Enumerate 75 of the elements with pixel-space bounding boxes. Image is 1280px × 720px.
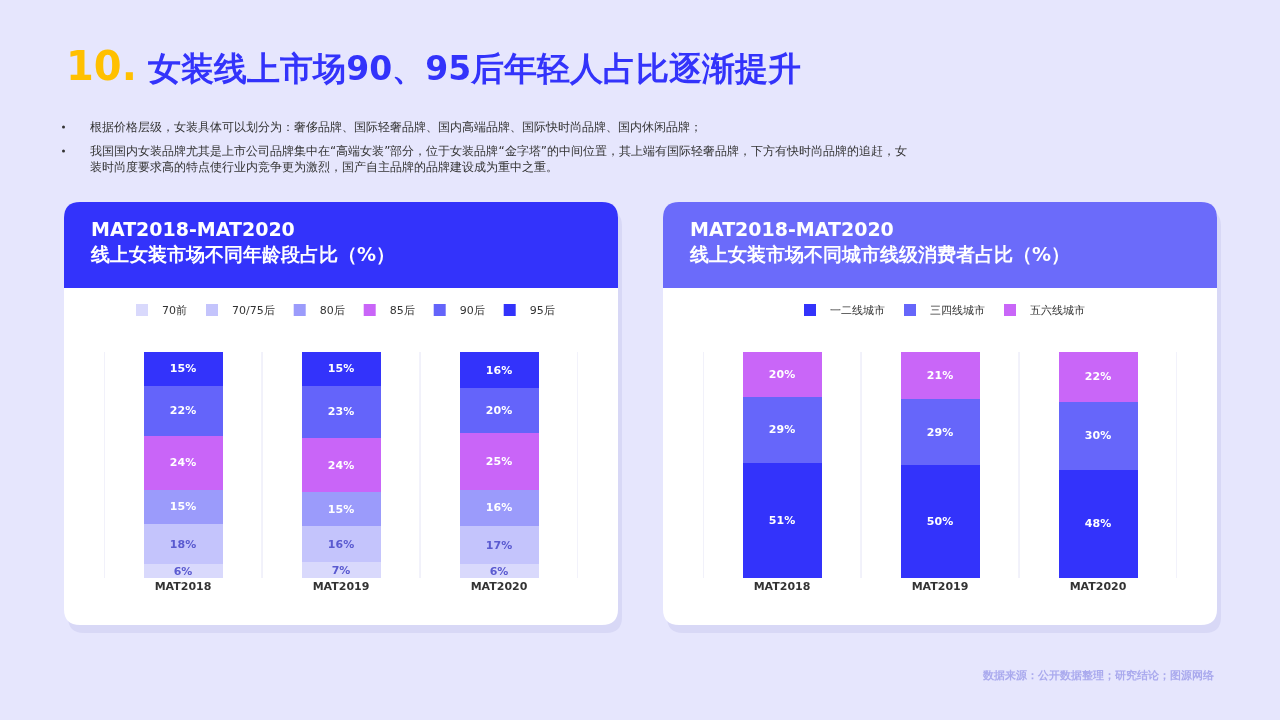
data-label: 23% [327, 405, 355, 419]
bar [301, 385, 381, 438]
bar [301, 437, 381, 493]
data-label: 29% [768, 423, 796, 437]
bar [1058, 469, 1138, 578]
bar [301, 492, 381, 527]
data-label: 16% [485, 363, 513, 377]
data-label: 15% [169, 362, 197, 376]
bar [900, 352, 980, 400]
bar [301, 526, 381, 563]
data-label: 29% [926, 425, 954, 439]
legend-label: 85后 [389, 304, 415, 318]
data-label: 21% [926, 369, 954, 383]
data-label: 24% [169, 456, 197, 470]
data-label: 48% [1084, 517, 1112, 531]
bar [459, 564, 539, 578]
legend-label: 70/75后 [232, 304, 275, 318]
data-label: 6% [173, 564, 193, 578]
data-label: 20% [768, 368, 796, 382]
bar [1058, 401, 1138, 470]
data-label: 16% [327, 537, 355, 551]
bar [459, 526, 539, 565]
legend-label: 三四线城市 [930, 304, 985, 318]
data-label: 7% [331, 563, 351, 577]
legend-label: 70前 [162, 304, 187, 318]
chart-title: MAT2018-MAT2020 线上女装市场不同城市线级消费者占比（%） [689, 218, 1071, 265]
bar [143, 523, 223, 565]
data-label: 25% [485, 455, 513, 469]
x-tick-label: MAT2020 [1069, 580, 1127, 593]
bar [742, 462, 822, 578]
data-label: 50% [926, 515, 954, 528]
legend-label: 80后 [319, 304, 345, 318]
legend-label: 五六线城市 [1030, 304, 1085, 318]
bar [143, 435, 223, 490]
bar [742, 352, 822, 398]
bar [301, 352, 381, 386]
bar [1058, 352, 1138, 402]
data-label: 15% [169, 500, 197, 514]
data-label: 15% [327, 362, 355, 376]
x-tick-label: MAT2020 [470, 580, 528, 593]
data-label: 30% [1084, 429, 1112, 443]
x-tick-label: MAT2019 [911, 580, 969, 593]
bar [742, 397, 822, 463]
bar [143, 489, 223, 524]
data-label: 20% [485, 404, 513, 418]
legend-label: 90后 [459, 304, 485, 318]
data-label: 6% [489, 564, 509, 578]
x-tick-label: MAT2019 [312, 580, 370, 593]
bar [143, 564, 223, 578]
text: 10. 女装线上市场90、95后年轻人占比逐渐提升 [66, 43, 802, 89]
bar [459, 433, 539, 490]
x-tick-label: MAT2018 [154, 580, 212, 593]
bar [459, 489, 539, 527]
chart-title: MAT2018-MAT2020 线上女装市场不同年龄段占比（%） [90, 218, 396, 265]
data-label: 24% [327, 458, 355, 472]
bar [459, 388, 539, 434]
data-label: 22% [1084, 370, 1112, 384]
data-label: 51% [768, 513, 796, 527]
legend-label: 95后 [529, 304, 555, 318]
text: 根据价格层级，女装具体可以划分为：奢侈品牌、国际轻奢品牌、国内高端品牌、国际快时尚品牌、国内休闲品牌； [90, 120, 702, 134]
bar [900, 465, 980, 578]
data-label: 16% [485, 501, 513, 515]
data-label: 18% [169, 537, 197, 551]
data-label: 22% [169, 404, 197, 418]
data-label: 15% [327, 502, 355, 516]
bar [301, 562, 381, 578]
bar [900, 399, 980, 465]
data-label: 17% [485, 538, 513, 552]
bar [143, 352, 223, 386]
source-note: 数据来源：公开数据整理；研究结论；图源网络 [982, 669, 1215, 682]
bar [143, 385, 223, 436]
legend-label: 一二线城市 [830, 304, 885, 318]
bar [459, 352, 539, 389]
x-tick-label: MAT2018 [753, 580, 811, 593]
text: 我国国内女装品牌尤其是上市公司品牌集中在“高端女装”部分，位于女装品牌“金字塔”的中间位置，其上端有国际轻奢品牌，下方有快时尚品牌的追赶，女装时尚度要求高的特点使行业内竞争更为激烈，国产自主品牌的品牌建设成为重中之重。 [90, 144, 907, 174]
